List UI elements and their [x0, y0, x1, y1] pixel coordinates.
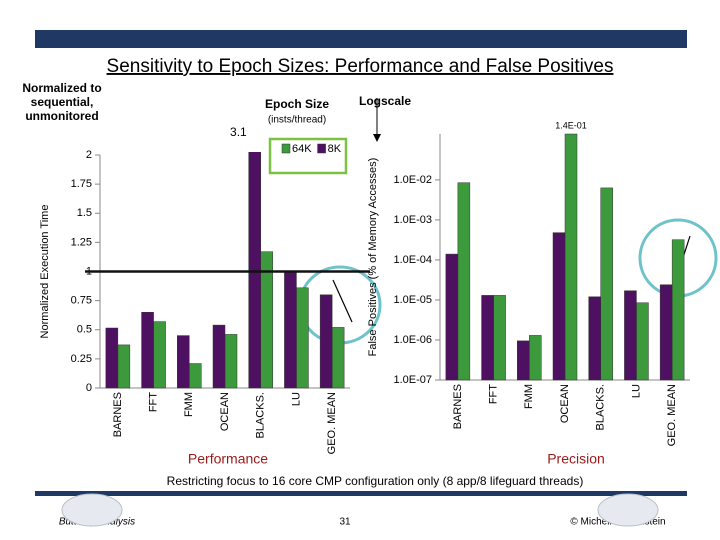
- bar: [117, 344, 131, 389]
- y-tick-label: 1.0E-06: [393, 334, 432, 346]
- bar: [248, 152, 261, 389]
- y-tick-label: 1.0E-03: [393, 214, 432, 226]
- x-tick-label: BLACKS.: [255, 392, 267, 438]
- right-caption: Precision: [547, 451, 605, 467]
- y-tick-label: 0: [86, 382, 92, 394]
- legend-swatch: [317, 143, 326, 154]
- legend-title: Epoch Size: [265, 97, 329, 111]
- legend-label: 64K: [292, 143, 312, 155]
- y-tick-label: 1.75: [71, 178, 92, 190]
- bar: [552, 232, 566, 381]
- bar: [319, 294, 333, 389]
- bar: [457, 182, 471, 381]
- bar: [445, 253, 459, 381]
- y-tick-label: 0.75: [71, 295, 92, 307]
- bar: [331, 327, 345, 389]
- x-tick-label: OCEAN: [559, 384, 571, 423]
- x-tick-label: FFT: [487, 384, 499, 404]
- page-number: 31: [339, 517, 351, 528]
- x-tick-label: FMM: [523, 384, 535, 409]
- logscale-note: Logscale: [359, 94, 411, 108]
- bar: [141, 312, 154, 389]
- butterfly-icon: [597, 493, 659, 527]
- legend-subtitle: (insts/thread): [268, 115, 326, 126]
- bar: [564, 133, 578, 381]
- x-tick-label: BARNES: [112, 392, 124, 437]
- bar: [105, 327, 119, 389]
- x-tick-label: BLACKS.: [595, 384, 607, 430]
- x-tick-label: GEO. MEAN: [666, 384, 678, 446]
- header-bar: [35, 30, 687, 48]
- x-tick-label: LU: [630, 384, 642, 398]
- y-axis-label: False Positives (% of Memory Accesses): [367, 158, 379, 357]
- bar: [153, 321, 166, 389]
- legend-label: 8K: [328, 143, 342, 155]
- bar: [481, 295, 494, 381]
- x-tick-label: GEO. MEAN: [326, 392, 338, 454]
- bar: [212, 324, 226, 389]
- bar: [224, 334, 238, 389]
- footer-bar: [35, 491, 687, 496]
- bar: [624, 290, 637, 381]
- y-tick-label: 1.0E-02: [393, 174, 432, 186]
- bar: [600, 187, 613, 381]
- y-tick-label: 1.0E-07: [393, 374, 432, 386]
- bar: [284, 271, 297, 389]
- bar: [517, 340, 530, 381]
- bar: [177, 335, 190, 389]
- x-tick-label: OCEAN: [219, 392, 231, 431]
- y-tick-label: 0.5: [77, 324, 92, 336]
- note-line: sequential,: [31, 95, 94, 109]
- note-line: Normalized to: [22, 81, 101, 95]
- y-tick-label: 1.0E-05: [393, 294, 432, 306]
- butterfly-icon: [61, 493, 123, 527]
- slide-title: Sensitivity to Epoch Sizes: Performance …: [107, 56, 614, 77]
- x-tick-label: LU: [290, 392, 302, 406]
- y-axis-label: Normalized Execution Time: [39, 205, 51, 339]
- y-tick-label: 0.25: [71, 353, 92, 365]
- bar: [529, 335, 542, 381]
- left-caption: Performance: [188, 451, 268, 467]
- value-label: 3.1: [230, 125, 247, 139]
- bar: [671, 239, 685, 381]
- note: Normalized to sequential, unmonitored: [22, 81, 101, 123]
- bar: [189, 363, 202, 389]
- y-tick-label: 1.5: [77, 207, 92, 219]
- y-tick-label: 1.25: [71, 236, 92, 248]
- bar: [493, 295, 506, 381]
- x-tick-label: BARNES: [452, 384, 464, 429]
- x-tick-label: FMM: [183, 392, 195, 417]
- legend-box: [268, 137, 348, 175]
- y-tick-label: 1.0E-04: [393, 254, 432, 266]
- bar: [636, 302, 649, 381]
- logscale-arrowhead: [373, 134, 381, 142]
- note-line: unmonitored: [25, 109, 98, 123]
- y-tick-label: 2: [86, 149, 92, 161]
- trend-line: [332, 279, 353, 323]
- legend-swatch: [281, 143, 291, 154]
- bar: [659, 284, 673, 381]
- value-label: 1.4E-01: [555, 120, 587, 130]
- x-tick-label: FFT: [147, 392, 159, 412]
- bar: [296, 287, 309, 389]
- footnote: Restricting focus to 16 core CMP configu…: [167, 474, 584, 488]
- bar: [588, 296, 601, 381]
